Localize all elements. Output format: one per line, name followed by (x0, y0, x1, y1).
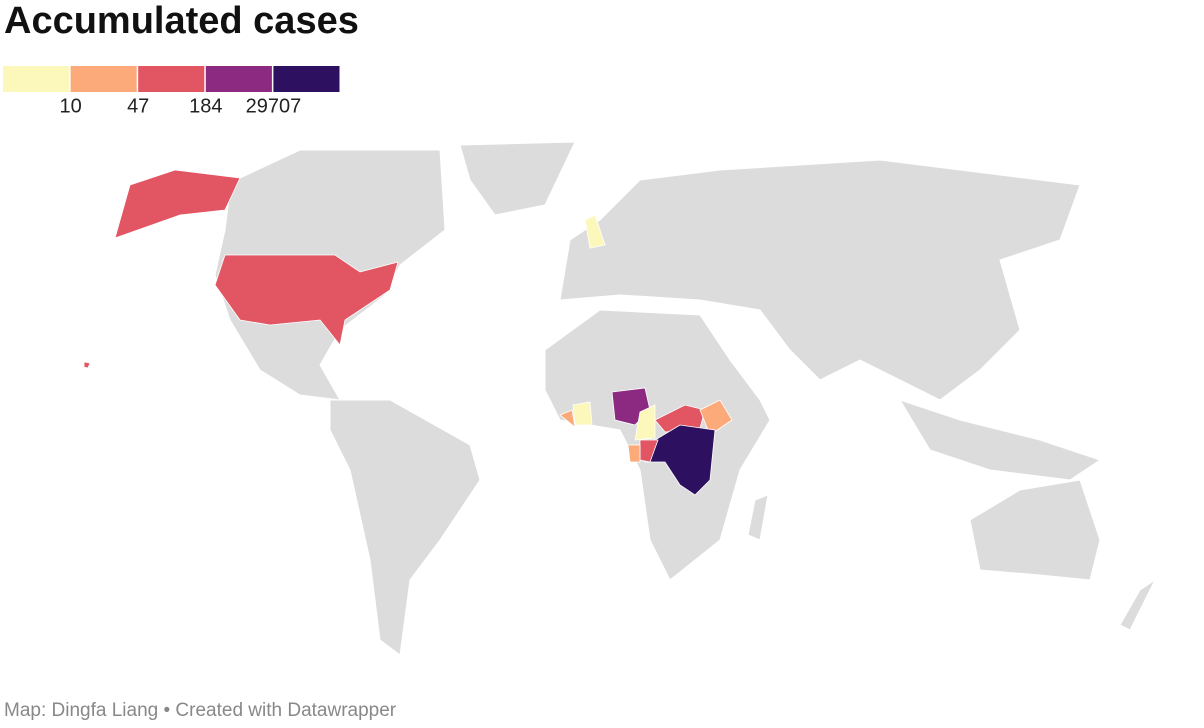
alaska (114, 169, 241, 239)
hawaii (83, 361, 91, 369)
madagascar (747, 494, 769, 541)
legend-break: 47 (127, 95, 149, 117)
usa (214, 254, 399, 346)
eurasia (559, 159, 1081, 401)
south-america (329, 399, 481, 656)
legend-swatch (138, 66, 205, 92)
greenland (459, 141, 576, 216)
australia (969, 479, 1101, 581)
car (654, 404, 706, 433)
cameroon (634, 404, 656, 441)
footer: Map: Dingfa Liang • Created with Datawra… (4, 700, 397, 721)
countries (83, 169, 733, 496)
south-sudan (699, 399, 733, 436)
legend-break: 10 (59, 95, 81, 117)
new-zealand (1119, 578, 1157, 631)
gabon (627, 444, 641, 463)
legend-break: 29707 (246, 95, 302, 117)
legend: 10 47 184 29707 (3, 66, 340, 117)
ivory-coast (572, 401, 593, 426)
legend-swatch (70, 66, 137, 92)
southeast-asia (898, 399, 1102, 481)
legend-swatch (3, 66, 70, 92)
land (214, 141, 1157, 656)
liberia (559, 409, 576, 428)
legend-swatch (273, 66, 340, 92)
legend-swatch (205, 66, 272, 92)
uk (584, 214, 606, 249)
legend-break: 184 (189, 95, 222, 117)
title: Accumulated cases (4, 0, 359, 42)
drc (644, 424, 716, 496)
